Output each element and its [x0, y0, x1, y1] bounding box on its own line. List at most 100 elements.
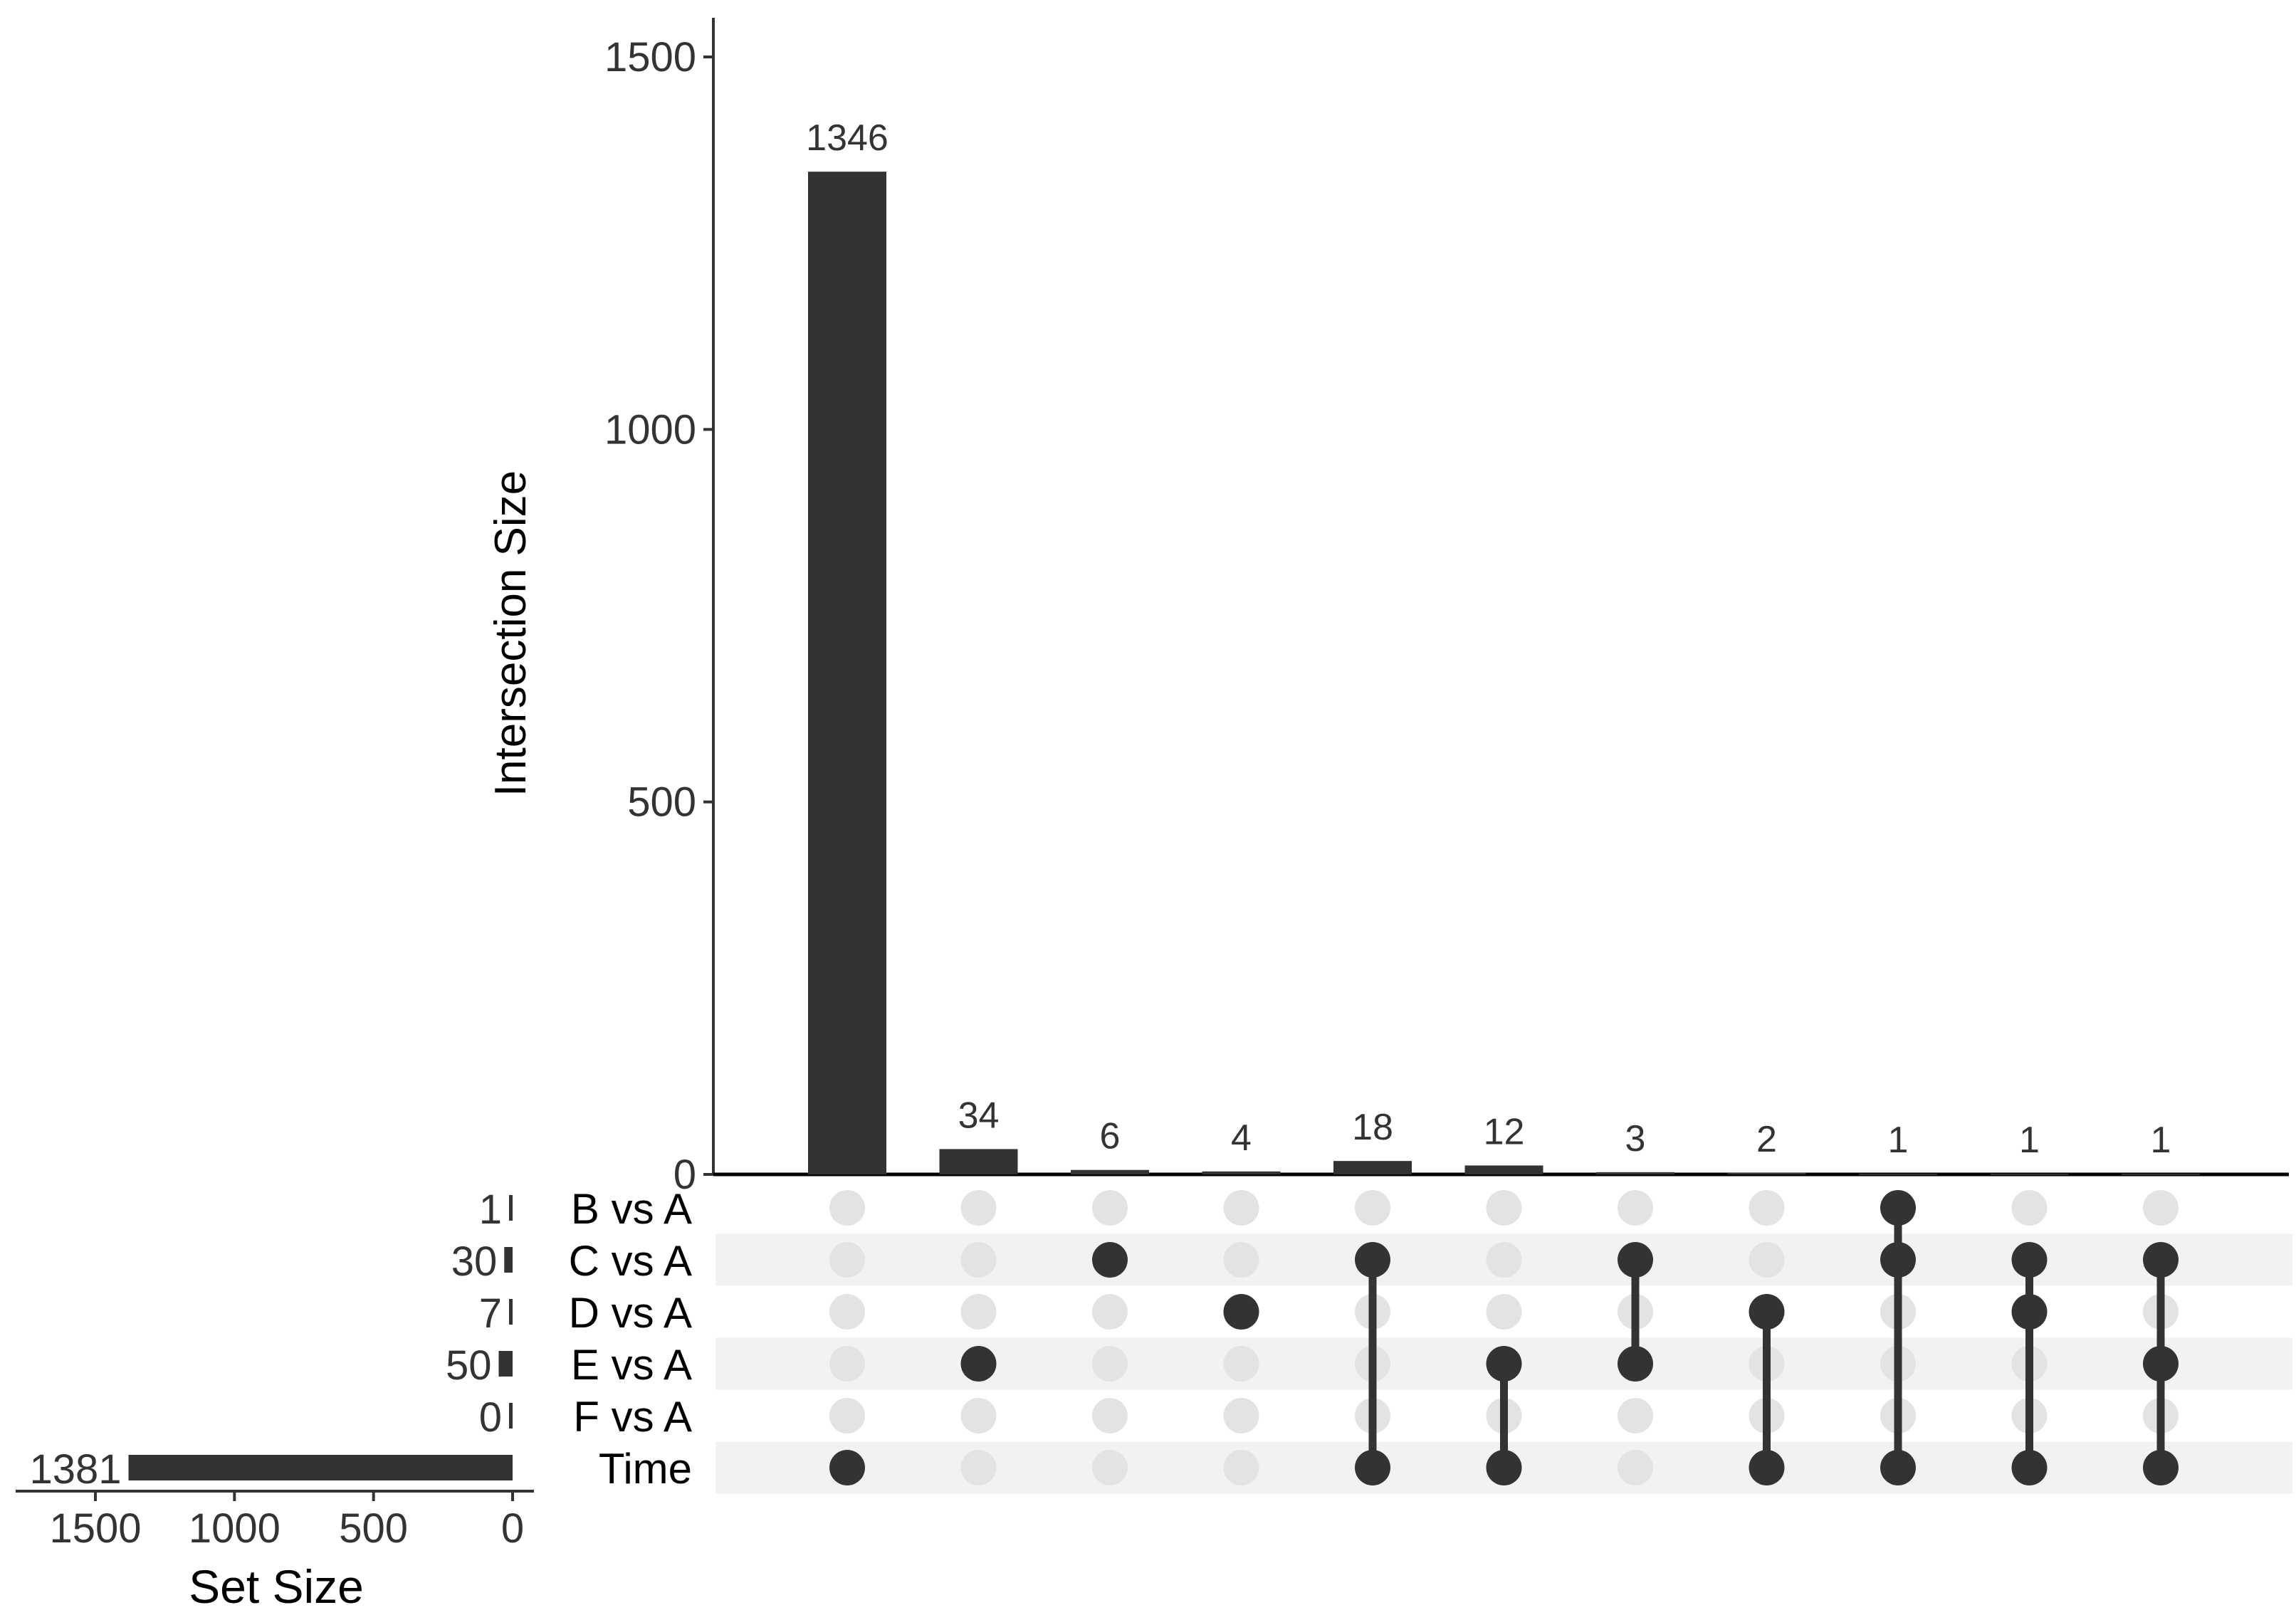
intersection-bars: 1346 34 6 4 18 12 3 2 1 1 1: [806, 117, 2200, 1175]
matrix-dot-active: [1880, 1242, 1916, 1278]
matrix-dot-active: [1486, 1346, 1522, 1382]
matrix-dot-active: [1355, 1242, 1390, 1278]
intersection-bar-label: 1346: [806, 117, 888, 159]
matrix-dot-active: [1749, 1294, 1785, 1330]
matrix-dot-inactive: [960, 1190, 997, 1226]
intersection-bar-label: 3: [1625, 1118, 1646, 1159]
intersection-bar: [2122, 1173, 2200, 1175]
intersection-y-tick-label: 500: [627, 779, 696, 826]
matrix-dot-active: [2011, 1242, 2048, 1278]
matrix-dot-inactive: [1223, 1450, 1259, 1485]
intersection-y-axis-label: Intersection Size: [486, 470, 535, 796]
intersection-y-tick-label: 1000: [604, 406, 696, 453]
set-size-label: 0: [479, 1394, 502, 1441]
matrix-dot-inactive: [1618, 1450, 1653, 1485]
matrix-dot-active: [2143, 1242, 2179, 1278]
matrix-dot-inactive: [2143, 1190, 2179, 1226]
matrix-dot-active: [1618, 1346, 1653, 1382]
matrix-dot-active: [2011, 1450, 2048, 1485]
set-name-label: F vs A: [573, 1393, 692, 1441]
set-name-label: D vs A: [569, 1289, 692, 1337]
matrix-dot-inactive: [2011, 1190, 2048, 1226]
matrix-dot-inactive: [829, 1398, 865, 1433]
intersection-y-tick-label: 1500: [604, 34, 696, 80]
intersection-bar-label: 12: [1484, 1111, 1525, 1152]
intersection-bar-label: 6: [1100, 1116, 1121, 1157]
matrix-dot-inactive: [1486, 1294, 1522, 1330]
set-name-label: B vs A: [571, 1185, 692, 1233]
matrix-dot-inactive: [1618, 1190, 1653, 1226]
set-size-bar: [509, 1299, 513, 1325]
set-size-label: 50: [446, 1342, 492, 1389]
matrix-dot-inactive: [1618, 1398, 1653, 1433]
matrix-dot-active: [1880, 1190, 1916, 1226]
set-size-panel: Set Size B vs A 1 C vs A 30 D vs A 7 E vs A 50 F…: [16, 1185, 692, 1610]
set-size-label: 1381: [29, 1446, 121, 1493]
set-size-x-tick-label: 500: [339, 1505, 408, 1552]
intersection-y-axis: Intersection Size 0 500 1000 1500: [486, 18, 2289, 1198]
matrix-dot-active: [2011, 1294, 2048, 1330]
intersection-bar-label: 2: [1756, 1119, 1777, 1160]
matrix-dot-active: [1749, 1450, 1785, 1485]
set-size-x-tick-label: 0: [501, 1505, 524, 1552]
matrix-dot-inactive: [1749, 1242, 1785, 1278]
matrix-dot-inactive: [960, 1450, 997, 1485]
matrix-dot-inactive: [1092, 1450, 1128, 1485]
set-size-bar: [498, 1351, 513, 1377]
matrix-dot-inactive: [1092, 1346, 1128, 1382]
set-name-label: Time: [599, 1445, 692, 1493]
matrix-dot-inactive: [1092, 1190, 1128, 1226]
set-size-bar: [128, 1455, 513, 1480]
intersection-bar: [1202, 1171, 1281, 1174]
set-name-label: E vs A: [571, 1341, 692, 1389]
set-name-label: C vs A: [569, 1237, 692, 1285]
matrix-dot-inactive: [1223, 1190, 1259, 1226]
matrix-dot-active: [1880, 1450, 1916, 1485]
matrix-dot-inactive: [1223, 1346, 1259, 1382]
intersection-bar: [1464, 1165, 1543, 1174]
set-size-label: 7: [479, 1290, 502, 1337]
intersection-y-tick-label: 0: [673, 1152, 696, 1198]
intersection-bar-label: 1: [1888, 1120, 1909, 1161]
matrix-dot-active: [960, 1346, 997, 1382]
intersection-bar: [939, 1149, 1018, 1174]
matrix-dot-inactive: [1355, 1190, 1390, 1226]
set-size-label: 30: [451, 1238, 498, 1285]
set-size-x-tick-label: 1000: [189, 1505, 281, 1552]
intersection-bar-label: 1: [2019, 1120, 2040, 1161]
matrix-dot-inactive: [1092, 1398, 1128, 1433]
intersection-bar: [1990, 1173, 2069, 1175]
matrix-dot-inactive: [829, 1346, 865, 1382]
set-size-bar: [509, 1195, 513, 1221]
intersection-bar-label: 18: [1352, 1107, 1393, 1148]
matrix-dot-inactive: [1223, 1242, 1259, 1278]
matrix-dot-inactive: [1223, 1398, 1259, 1433]
intersection-bar: [1071, 1169, 1149, 1174]
intersection-bar-label: 1: [2151, 1120, 2171, 1161]
set-size-bar: [504, 1247, 513, 1273]
matrix-dot-active: [1092, 1242, 1128, 1278]
matrix-dot-active: [1355, 1450, 1390, 1485]
matrix-dot-active: [829, 1450, 865, 1485]
intersection-bar-label: 4: [1231, 1117, 1252, 1159]
membership-matrix: [829, 1190, 2179, 1485]
intersection-bar: [1596, 1172, 1674, 1174]
matrix-dot-active: [1618, 1242, 1653, 1278]
set-size-x-axis-label: Set Size: [189, 1560, 364, 1610]
matrix-dot-active: [1223, 1294, 1259, 1330]
matrix-dot-inactive: [1092, 1294, 1128, 1330]
matrix-dot-inactive: [960, 1398, 997, 1433]
matrix-dot-inactive: [829, 1294, 865, 1330]
intersection-bar: [1859, 1173, 1937, 1175]
matrix-dot-inactive: [829, 1242, 865, 1278]
matrix-dot-active: [2143, 1346, 2179, 1382]
matrix-dot-active: [2143, 1450, 2179, 1485]
set-size-bar: [509, 1403, 513, 1429]
set-size-x-tick-label: 1500: [49, 1505, 141, 1552]
matrix-dot-inactive: [1486, 1190, 1522, 1226]
intersection-bar: [1333, 1161, 1412, 1174]
matrix-dot-inactive: [829, 1190, 865, 1226]
intersection-bar: [808, 172, 886, 1175]
matrix-dot-inactive: [960, 1242, 997, 1278]
